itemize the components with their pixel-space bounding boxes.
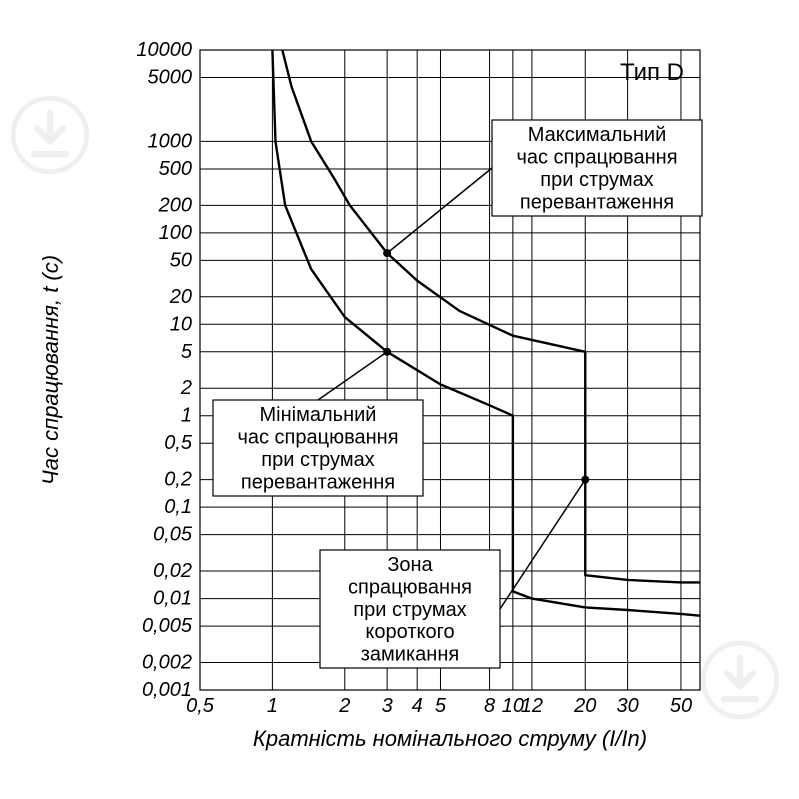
- callout-text: замикання: [361, 644, 459, 666]
- y-tick-label: 0,5: [164, 432, 193, 454]
- x-tick-label: 2: [338, 695, 350, 717]
- callout-dot: [383, 249, 391, 257]
- callout-text: при струмах: [261, 449, 374, 471]
- callout-text: короткого: [365, 621, 454, 643]
- callout-box: Максимальнийчас спрацюванняпри струмахпе…: [492, 120, 702, 216]
- figure-root: { "chart": { "type": "line", "title": "Т…: [0, 0, 799, 799]
- y-tick-label: 1000: [148, 130, 193, 152]
- y-tick-label: 2: [180, 377, 192, 399]
- x-tick-label: 5: [435, 695, 447, 717]
- callout-dot: [383, 348, 391, 356]
- x-tick-label: 50: [670, 695, 692, 717]
- x-tick-label: 8: [484, 695, 495, 717]
- y-tick-label: 0,01: [153, 588, 192, 610]
- x-tick-label: 20: [573, 695, 596, 717]
- x-tick-label: 12: [521, 695, 543, 717]
- x-tick-label: 4: [412, 695, 423, 717]
- callout-text: перевантаження: [241, 471, 395, 493]
- y-tick-label: 0,005: [142, 615, 193, 637]
- y-tick-label: 1: [181, 405, 192, 427]
- y-tick-label: 0,1: [164, 496, 192, 518]
- x-tick-label: 3: [382, 695, 393, 717]
- callout-text: час спрацювання: [516, 147, 677, 169]
- x-axis-label: Кратність номінального струму (I/In): [253, 726, 647, 751]
- chart-svg: 0,512345810122030500,0010,0020,0050,010,…: [0, 0, 799, 799]
- callout-text: при струмах: [540, 169, 653, 191]
- y-tick-label: 10000: [136, 39, 192, 61]
- y-tick-label: 0,05: [153, 524, 193, 546]
- y-tick-label: 200: [158, 194, 192, 216]
- y-tick-label: 20: [169, 286, 192, 308]
- callout-text: спрацювання: [348, 576, 472, 598]
- y-tick-label: 5000: [148, 67, 193, 89]
- y-tick-label: 0,001: [142, 679, 192, 701]
- callout-text: при струмах: [353, 599, 466, 621]
- chart-title: Тип D: [620, 59, 684, 86]
- y-tick-label: 10: [170, 313, 192, 335]
- y-tick-label: 0,002: [142, 651, 192, 673]
- y-tick-label: 100: [159, 222, 192, 244]
- callout-text: Мінімальний: [260, 404, 377, 426]
- x-tick-label: 1: [267, 695, 278, 717]
- callout-box: Мінімальнийчас спрацюванняпри струмахпер…: [213, 400, 423, 496]
- y-tick-label: 0,02: [153, 560, 192, 582]
- callout-text: перевантаження: [520, 191, 674, 213]
- callout-dot: [581, 476, 589, 484]
- y-tick-label: 500: [159, 158, 192, 180]
- y-tick-label: 5: [181, 341, 193, 363]
- y-tick-label: 50: [170, 249, 192, 271]
- y-axis-label: Час спрацювання, t (c): [38, 255, 63, 485]
- callout-text: Зона: [387, 554, 433, 576]
- callout-box: Зонаспрацюванняпри струмахкороткогозамик…: [320, 550, 500, 668]
- y-tick-label: 0,2: [164, 469, 192, 491]
- callout-text: Максимальний: [528, 124, 667, 146]
- callout-text: час спрацювання: [237, 427, 398, 449]
- x-tick-label: 30: [616, 695, 638, 717]
